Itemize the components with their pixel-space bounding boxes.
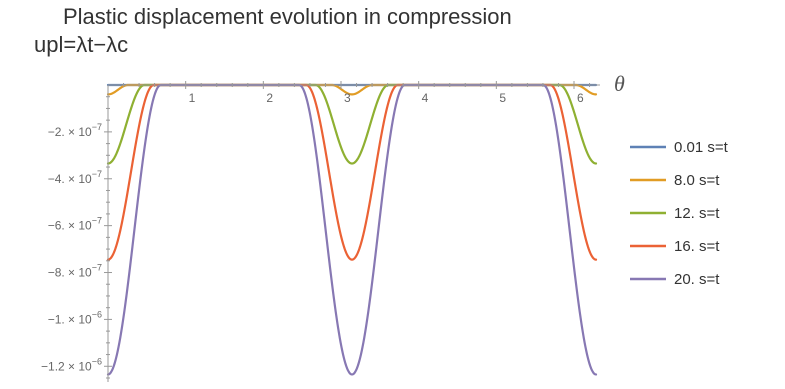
- x-tick-label: 3: [344, 91, 351, 105]
- chart-subtitle: upl=λt−λc: [34, 32, 129, 57]
- legend-label: 12. s=t: [674, 205, 720, 222]
- x-tick-label: 2: [266, 91, 273, 105]
- legend: 0.01 s=t 8.0 s=t 12. s=t 16. s=t 20. s=t: [630, 139, 729, 288]
- x-tick-label: 1: [189, 91, 196, 105]
- x-tick-label: 6: [577, 91, 584, 105]
- legend-label: 16. s=t: [674, 238, 720, 255]
- legend-label: 0.01 s=t: [674, 139, 729, 156]
- series-line: [106, 83, 598, 261]
- y-tick-label: −2. × 10−7: [48, 122, 102, 139]
- legend-label: 20. s=t: [674, 271, 720, 288]
- series-group: [106, 83, 598, 376]
- y-tick-label: −1. × 10−6: [48, 309, 102, 326]
- y-tick-label: −4. × 10−7: [48, 169, 102, 186]
- legend-label: 8.0 s=t: [674, 172, 720, 189]
- series-line: [106, 83, 598, 376]
- series-line: [106, 83, 598, 165]
- chart-title: Plastic displacement evolution in compre…: [63, 4, 512, 29]
- x-axis-label: θ: [614, 71, 625, 96]
- y-tick-label: −6. × 10−7: [48, 216, 102, 233]
- x-tick-label: 5: [499, 91, 506, 105]
- series-line: [106, 83, 598, 96]
- y-tick-label: −1.2 × 10−6: [41, 356, 102, 373]
- y-tick-label: −8. × 10−7: [48, 263, 102, 280]
- axes-group: 1 2 3 4 5 6 θ −2. × 10−7 −4. × 10−7 −6. × 10−7 −8.…: [41, 71, 625, 382]
- x-tick-label: 4: [422, 91, 429, 105]
